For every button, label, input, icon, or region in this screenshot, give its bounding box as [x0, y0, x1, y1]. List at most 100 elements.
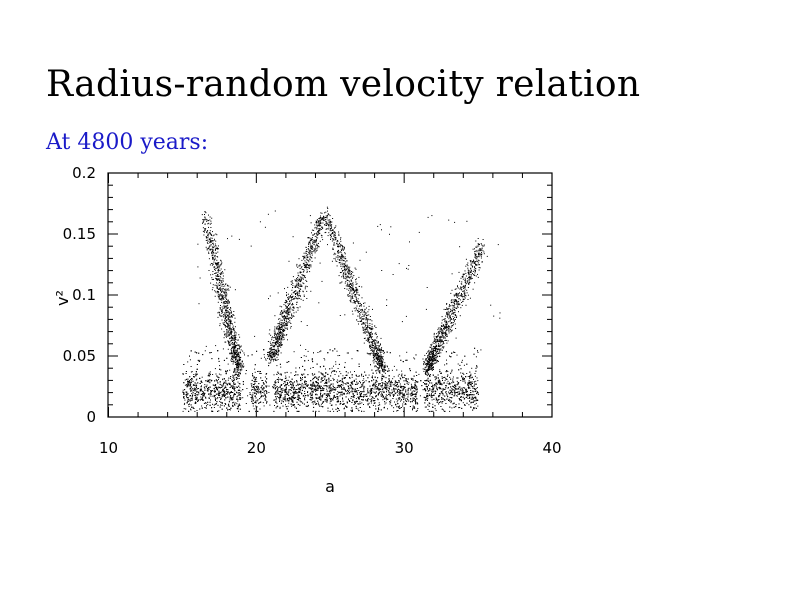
data-point — [225, 382, 227, 384]
data-point — [363, 394, 365, 396]
data-point — [393, 388, 395, 390]
data-point — [458, 382, 460, 384]
data-point — [430, 396, 432, 398]
data-point — [338, 375, 340, 377]
data-point — [403, 394, 405, 396]
data-point — [332, 370, 334, 372]
data-point — [285, 386, 287, 388]
data-point — [193, 374, 195, 375]
data-point — [455, 386, 457, 388]
data-point — [449, 355, 450, 357]
data-point — [323, 388, 325, 390]
data-point — [435, 378, 437, 380]
data-point — [457, 382, 459, 384]
data-point — [467, 395, 469, 397]
data-point — [384, 403, 386, 405]
data-point — [390, 381, 392, 383]
data-point — [296, 392, 297, 394]
data-point — [443, 388, 445, 390]
data-point — [473, 385, 475, 387]
data-point — [399, 355, 401, 357]
data-point — [343, 386, 345, 388]
data-point — [442, 389, 444, 391]
data-point — [458, 398, 460, 400]
data-point — [235, 361, 237, 363]
data-point — [339, 391, 340, 393]
data-point — [285, 379, 287, 381]
data-point — [209, 375, 211, 377]
data-point — [212, 263, 214, 265]
data-point — [340, 393, 342, 395]
data-point — [316, 389, 317, 391]
data-point — [402, 394, 404, 395]
data-point — [411, 386, 413, 388]
data-point — [343, 392, 345, 394]
data-point — [386, 399, 387, 401]
data-point — [220, 263, 222, 265]
data-point — [436, 398, 438, 400]
data-point — [225, 397, 227, 399]
data-point — [466, 388, 468, 390]
data-point — [341, 394, 343, 396]
data-point — [472, 398, 474, 400]
data-point — [204, 387, 206, 389]
data-point — [346, 406, 348, 408]
data-point — [186, 394, 188, 396]
data-point — [383, 391, 385, 393]
data-point — [405, 400, 407, 402]
data-point — [475, 402, 477, 404]
data-point — [313, 377, 315, 379]
data-point — [252, 373, 253, 375]
data-point — [299, 389, 301, 391]
data-point — [229, 369, 231, 371]
data-point — [405, 403, 407, 405]
data-point — [233, 393, 235, 395]
data-point — [316, 363, 318, 365]
data-point — [234, 404, 236, 406]
data-point — [372, 404, 374, 406]
data-point — [198, 399, 200, 401]
data-point — [389, 401, 390, 403]
data-point — [190, 350, 192, 352]
data-point — [310, 384, 311, 386]
data-point — [465, 389, 466, 391]
data-point — [370, 389, 372, 391]
data-point — [327, 407, 329, 409]
data-point — [206, 248, 208, 250]
data-point — [192, 406, 194, 408]
data-point — [330, 389, 332, 391]
data-point — [227, 384, 229, 386]
data-point — [229, 377, 231, 379]
data-point — [399, 398, 401, 400]
data-point — [254, 388, 256, 390]
data-point — [266, 385, 268, 387]
data-point — [371, 396, 373, 398]
data-point — [351, 381, 353, 383]
data-point — [280, 395, 282, 397]
data-point — [237, 381, 239, 383]
data-point — [416, 389, 418, 391]
data-point — [253, 387, 255, 389]
data-point — [311, 387, 313, 389]
data-point — [407, 384, 409, 385]
data-point — [464, 380, 466, 382]
data-point — [429, 382, 431, 384]
data-point — [310, 383, 312, 385]
data-point — [191, 398, 193, 400]
data-point — [402, 405, 404, 407]
data-point — [228, 409, 230, 410]
data-point — [184, 399, 186, 401]
data-point — [469, 378, 471, 379]
data-point — [467, 398, 469, 399]
data-point — [231, 379, 233, 381]
data-point — [300, 377, 301, 378]
data-point — [375, 388, 377, 390]
data-point — [187, 381, 189, 383]
data-point — [320, 403, 322, 405]
data-point — [224, 399, 226, 401]
data-point — [381, 394, 383, 396]
data-point — [252, 392, 254, 394]
data-point — [304, 381, 306, 383]
data-point — [443, 382, 445, 384]
data-point — [427, 390, 429, 392]
